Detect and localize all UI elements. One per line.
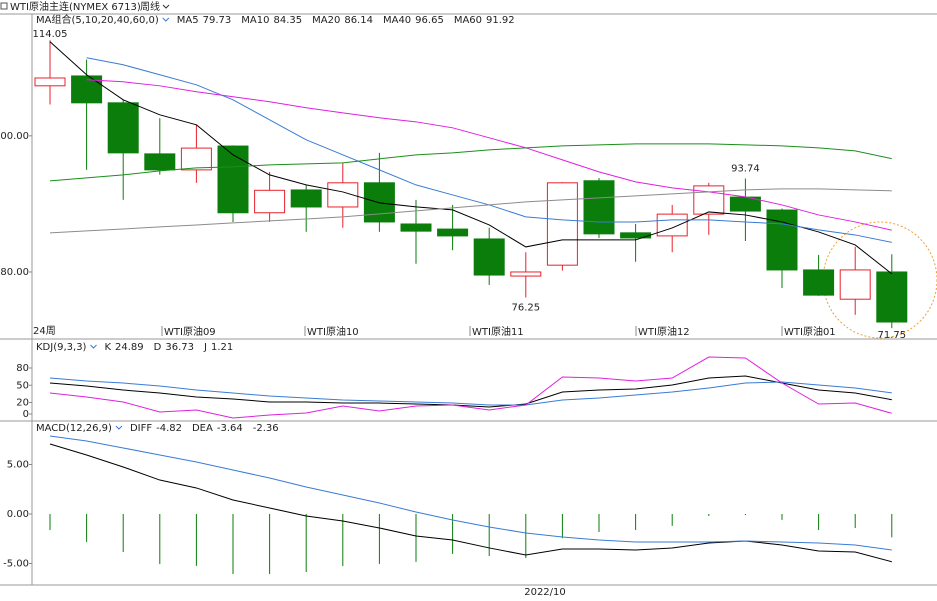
y-tick-label: 0.00 bbox=[7, 509, 29, 520]
legend-name: MA10 bbox=[241, 15, 269, 26]
candle-body bbox=[583, 180, 615, 235]
menu-icon[interactable] bbox=[0, 2, 8, 10]
y-tick-label: 100.00 bbox=[0, 131, 29, 142]
candle-body bbox=[839, 269, 871, 300]
series-line bbox=[49, 375, 892, 408]
candle-body bbox=[546, 182, 578, 266]
legend-value: 24.89 bbox=[115, 342, 144, 353]
candle-body bbox=[620, 232, 652, 239]
y-tick-label: 80 bbox=[16, 363, 29, 374]
legend-value: 79.73 bbox=[203, 15, 232, 26]
legend-value: -3.64 bbox=[217, 423, 243, 434]
legend-value: 96.65 bbox=[415, 15, 444, 26]
candle-body bbox=[34, 77, 66, 87]
x-tick-label: WTI原油11 bbox=[472, 325, 524, 338]
y-tick-label: 5.00 bbox=[7, 459, 29, 470]
series-line bbox=[49, 377, 892, 406]
period[interactable]: 周线 bbox=[140, 0, 160, 13]
legend-name: K bbox=[104, 342, 111, 353]
x-tick-label: WTI原油01 bbox=[784, 325, 836, 338]
candle-body bbox=[656, 213, 688, 237]
legend-name: J bbox=[203, 342, 207, 353]
indicator-title: MA组合(5,10,20,40,60,0) bbox=[36, 13, 159, 26]
y-tick-label: 50 bbox=[16, 380, 29, 391]
price-annotation: 76.25 bbox=[511, 303, 540, 314]
legend-value: 36.73 bbox=[165, 342, 194, 353]
indicator-title: MACD(12,26,9) bbox=[36, 423, 112, 434]
series-line bbox=[49, 41, 893, 275]
candle-body bbox=[473, 238, 505, 276]
legend-name: DIFF bbox=[130, 423, 152, 434]
x-tick-label: WTI原油10 bbox=[307, 325, 359, 338]
y-tick-label: -5.00 bbox=[3, 558, 29, 569]
series-line bbox=[49, 356, 892, 419]
price-annotation: 71.75 bbox=[877, 330, 906, 341]
legend-value: -2.36 bbox=[253, 423, 279, 434]
instrument-title: WTI原油主连(NYMEX 6713) bbox=[10, 0, 141, 13]
series-line bbox=[86, 79, 892, 231]
legend-name: MA60 bbox=[454, 15, 482, 26]
y-tick-label: 0 bbox=[23, 409, 29, 420]
legend-name: MA20 bbox=[312, 15, 340, 26]
legend-name: MA40 bbox=[383, 15, 411, 26]
candle-body bbox=[803, 269, 835, 296]
legend-name: MA5 bbox=[177, 15, 199, 26]
candle-body bbox=[400, 223, 432, 232]
legend-name: DEA bbox=[192, 423, 213, 434]
series-line bbox=[49, 143, 892, 182]
candle-body bbox=[290, 189, 322, 208]
x-tick-label: WTI原油12 bbox=[638, 325, 690, 338]
candle-body bbox=[693, 185, 725, 215]
x-axis-label: 2022/10 bbox=[524, 587, 566, 598]
chevron bbox=[90, 344, 97, 349]
legend-value: 1.21 bbox=[211, 342, 233, 353]
candle-body bbox=[107, 102, 139, 154]
chevron bbox=[162, 4, 170, 9]
legend-value: -4.82 bbox=[156, 423, 182, 434]
legend-value: 91.92 bbox=[486, 15, 515, 26]
candle-body bbox=[510, 271, 542, 277]
x-tick-label: WTI原油09 bbox=[164, 325, 216, 338]
series-line bbox=[49, 435, 892, 551]
candle-body bbox=[217, 145, 249, 214]
series-line bbox=[49, 188, 892, 234]
price-annotation: 93.74 bbox=[731, 163, 760, 174]
chevron bbox=[115, 425, 123, 430]
candle-body bbox=[180, 147, 212, 171]
legend-name: D bbox=[154, 342, 162, 353]
candle-body bbox=[144, 153, 176, 171]
candle-body bbox=[437, 228, 469, 237]
price-annotation: 114.05 bbox=[33, 29, 68, 40]
candle-body bbox=[254, 189, 286, 214]
indicator-title: KDJ(9,3,3) bbox=[36, 342, 87, 353]
candle-body bbox=[766, 209, 798, 271]
candle-body bbox=[876, 271, 908, 323]
legend-value: 84.35 bbox=[273, 15, 302, 26]
y-tick-label: 20 bbox=[16, 398, 29, 409]
period-label: 24周 bbox=[33, 325, 56, 337]
y-tick-label: 80.00 bbox=[0, 267, 29, 278]
legend-value: 86.14 bbox=[344, 15, 373, 26]
chevron bbox=[162, 17, 170, 22]
